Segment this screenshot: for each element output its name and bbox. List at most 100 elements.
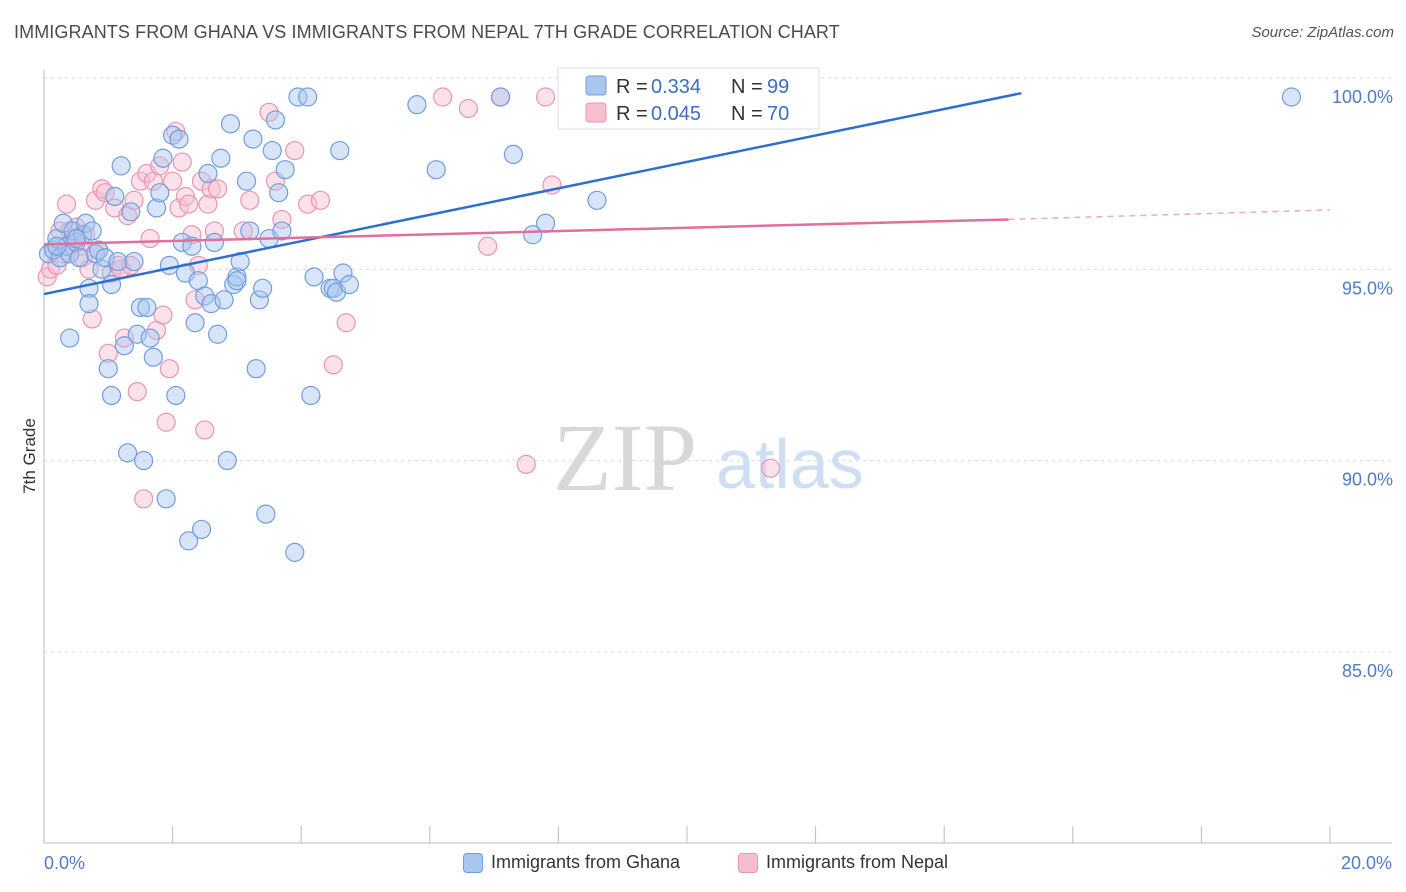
y-tick-label-95: 95.0%: [1342, 278, 1393, 298]
nepal-point: [185, 290, 205, 310]
ghana-point: [117, 443, 138, 463]
ghana-r-value: 0.334: [651, 76, 701, 98]
nepal-point: [478, 236, 498, 256]
nepal-point: [159, 359, 179, 379]
trend-lines: [43, 91, 1331, 296]
ghana-point: [105, 186, 125, 207]
ghana-point: [243, 129, 263, 149]
y-tick-label-90: 90.0%: [1342, 470, 1393, 490]
ghana-point: [249, 290, 270, 310]
watermark-atlas: atlas: [716, 425, 864, 503]
ghana-point: [108, 251, 128, 272]
ghana-point: [227, 271, 247, 291]
ghana-point: [220, 114, 241, 134]
ghana-point: [169, 129, 189, 149]
nepal-point: [458, 98, 478, 119]
ghana-n-label: N =: [731, 76, 763, 98]
ghana-point: [179, 531, 199, 551]
ghana-point: [76, 213, 96, 233]
ghana-point: [246, 359, 266, 379]
nepal-point: [433, 87, 453, 107]
ghana-point: [47, 236, 67, 256]
ghana-point: [150, 183, 170, 203]
nepal-point: [191, 171, 212, 191]
ghana-point: [95, 248, 115, 268]
legend-item-nepal[interactable]: Immigrants from Nepal: [738, 852, 948, 873]
ghana-point: [92, 259, 112, 279]
ghana-point: [265, 110, 286, 130]
nepal-point: [98, 343, 118, 363]
ghana-point: [288, 87, 308, 107]
nepal-point: [153, 305, 173, 325]
ghana-point: [240, 221, 260, 241]
ghana-point: [198, 163, 218, 184]
ghana-point: [89, 240, 109, 260]
legend-item-ghana[interactable]: Immigrants from Ghana: [463, 852, 680, 873]
ghana-point: [272, 221, 292, 241]
ghana-point: [111, 156, 131, 176]
ghana-point: [79, 294, 99, 314]
ghana-point: [185, 313, 205, 333]
ghana-point: [60, 328, 80, 348]
nepal-point: [298, 194, 318, 214]
nepal-point: [760, 458, 781, 478]
nepal-point: [201, 179, 221, 199]
nepal-point: [535, 87, 556, 107]
watermark: ZIP atlas: [553, 404, 864, 511]
ghana-point: [98, 359, 118, 379]
ghana-point: [134, 450, 154, 471]
ghana-point: [301, 385, 321, 406]
ghana-point: [269, 183, 289, 203]
x-tick-label-min: 0.0%: [44, 853, 85, 873]
ghana-point: [304, 267, 324, 287]
chart-title: IMMIGRANTS FROM GHANA VS IMMIGRANTS FROM…: [14, 22, 840, 42]
ghana-point: [285, 542, 305, 562]
ghana-point: [50, 248, 70, 268]
ghana-point: [333, 263, 353, 283]
nepal-point: [134, 489, 154, 509]
nepal-r-label: R =: [616, 103, 648, 125]
ghana-point: [137, 297, 157, 318]
nepal-point: [172, 152, 192, 172]
ghana-n-value: 99: [767, 76, 789, 98]
nepal-n-label: N =: [731, 103, 763, 125]
ghana-point: [407, 95, 427, 115]
nepal-point: [240, 190, 260, 210]
ghana-point: [587, 190, 607, 210]
ghana-point: [191, 519, 212, 540]
y-axis-title: 7th Grade: [20, 418, 39, 494]
y-tick-labels: 85.0% 90.0% 95.0% 100.0%: [1332, 87, 1393, 681]
nepal-r-value: 0.045: [651, 103, 701, 125]
ghana-point: [127, 324, 147, 344]
ghana-points: [38, 87, 1302, 562]
ghana-point: [69, 248, 89, 268]
legend-label-ghana: Immigrants from Ghana: [491, 852, 681, 872]
ghana-point: [211, 148, 231, 168]
ghana-point: [490, 87, 511, 107]
ghana-point: [253, 278, 273, 298]
nepal-legend-swatch: [585, 102, 607, 123]
ghana-point: [146, 198, 167, 218]
ghana-point: [298, 87, 318, 107]
ghana-point: [236, 171, 257, 191]
nepal-point: [272, 209, 292, 230]
ghana-point: [143, 347, 163, 367]
ghana-point: [114, 336, 134, 356]
x-tick-label-max: 20.0%: [1341, 853, 1392, 873]
nepal-point: [208, 179, 228, 199]
nepal-point: [95, 183, 115, 203]
ghana-point: [121, 202, 141, 222]
source-credit: Source: ZipAtlas.com: [1251, 24, 1394, 41]
ghana-point: [201, 294, 221, 314]
ghana-point: [140, 328, 160, 348]
ghana-swatch: [463, 852, 483, 873]
gridlines: [44, 77, 1392, 653]
nepal-point: [516, 454, 536, 474]
ghana-point: [426, 160, 446, 180]
ghana-r-label: R =: [616, 76, 648, 98]
nepal-point: [163, 171, 183, 191]
ghana-point: [204, 232, 224, 253]
nepal-point: [259, 102, 279, 122]
nepal-point: [198, 194, 218, 214]
